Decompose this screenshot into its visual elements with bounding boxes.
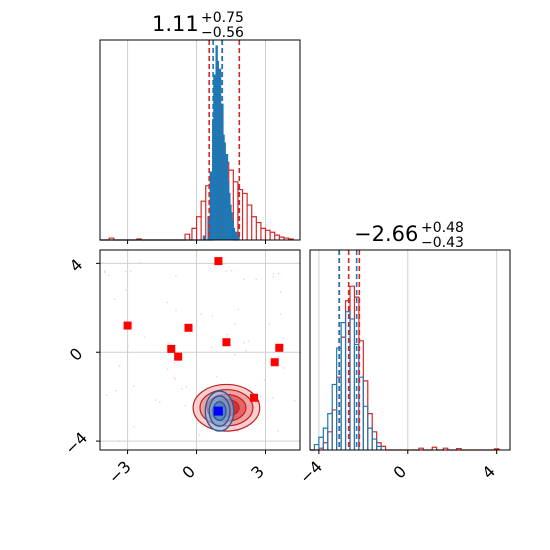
joint-y-tick-label: 0 xyxy=(66,344,87,365)
joint-sample-point xyxy=(167,342,169,344)
joint-red-marker xyxy=(167,344,176,353)
joint-sample-point xyxy=(154,399,157,401)
joint-sample-point xyxy=(173,376,176,379)
joint-sample-point xyxy=(225,270,227,272)
joint-red-marker xyxy=(250,393,259,402)
marginal-x-histogram-series-0 xyxy=(100,150,294,241)
joint-sample-point xyxy=(124,270,127,273)
marginal-y-tick-label: −4 xyxy=(296,457,326,487)
joint-sample-point xyxy=(166,368,169,370)
joint-sample-point xyxy=(158,401,161,404)
marginal-x-title-minus: −0.56 xyxy=(201,25,244,41)
joint-sample-point xyxy=(226,333,229,336)
joint-red-marker xyxy=(214,257,223,266)
joint-sample-point xyxy=(114,389,117,392)
marginal-x-histogram-series-1 xyxy=(100,45,240,241)
joint-sample-point xyxy=(234,354,236,356)
joint-sample-point xyxy=(242,342,245,344)
joint-sample-point xyxy=(103,270,106,273)
joint-sample-point xyxy=(293,399,296,402)
joint-sample-point xyxy=(173,362,175,364)
joint-sample-point xyxy=(166,301,169,304)
joint-sample-point xyxy=(277,272,280,275)
joint-sample-point xyxy=(276,355,279,358)
joint-sample-point xyxy=(279,291,282,293)
joint-sample-point xyxy=(245,350,247,352)
marginal-y-panel: −4 0 4 xyxy=(296,249,511,487)
joint-y-tick-label: −4 xyxy=(61,428,91,458)
joint-sample-point xyxy=(132,385,135,388)
joint-sample-point xyxy=(211,315,214,317)
marginal-y-title-minus: −0.43 xyxy=(421,235,464,251)
joint-sample-point xyxy=(198,434,201,436)
joint-sample-point xyxy=(105,394,108,397)
joint-x-tick-label: 3 xyxy=(247,462,268,483)
joint-sample-point xyxy=(139,261,142,264)
joint-sample-point xyxy=(175,309,177,312)
joint-sample-point xyxy=(283,367,285,369)
joint-sample-point xyxy=(277,430,279,432)
joint-panel: −3 0 3 4 0 −4 xyxy=(61,249,301,487)
joint-sample-point xyxy=(279,313,282,315)
marginal-x-frame xyxy=(99,39,301,241)
joint-frame xyxy=(99,249,301,451)
joint-sample-point xyxy=(118,440,120,442)
joint-sample-point xyxy=(174,378,177,381)
joint-sample-point xyxy=(181,388,183,390)
joint-sample-point xyxy=(126,350,128,352)
joint-sample-point xyxy=(210,346,213,349)
joint-sample-point xyxy=(107,274,110,276)
joint-y-tick-label: 4 xyxy=(66,255,87,276)
joint-sample-point xyxy=(230,269,233,272)
joint-sample-point xyxy=(234,323,237,325)
marginal-y-histogram-series-1 xyxy=(310,311,382,451)
joint-sample-point xyxy=(113,298,116,300)
joint-sample-point xyxy=(237,308,240,311)
joint-sample-point xyxy=(200,313,202,315)
joint-sample-point xyxy=(118,365,121,367)
joint-sample-point xyxy=(184,404,186,407)
joint-red-marker xyxy=(174,352,183,361)
marginal-y-frame xyxy=(309,249,511,451)
joint-sample-point xyxy=(272,276,275,278)
joint-sample-point xyxy=(236,430,239,432)
joint-sample-point xyxy=(255,278,258,281)
joint-sample-point xyxy=(104,271,106,274)
joint-sample-point xyxy=(175,275,177,277)
joint-red-marker xyxy=(184,323,193,332)
marginal-y-tick-label: 4 xyxy=(478,462,499,483)
joint-sample-point xyxy=(263,379,266,381)
joint-red-marker xyxy=(222,338,231,347)
joint-sample-point xyxy=(185,385,188,388)
marginal-y-tick-label: 0 xyxy=(390,462,411,483)
joint-sample-point xyxy=(143,336,146,338)
joint-x-tick-label: −3 xyxy=(105,457,135,487)
marginal-x-panel xyxy=(99,39,301,244)
joint-sample-point xyxy=(215,375,218,378)
joint-sample-point xyxy=(247,340,250,342)
joint-sample-point xyxy=(133,425,135,428)
joint-sample-point xyxy=(259,395,262,398)
joint-red-marker xyxy=(270,358,279,367)
joint-sample-point xyxy=(282,337,285,340)
joint-sample-point xyxy=(127,345,129,348)
joint-sample-point xyxy=(272,396,274,399)
marginal-y-title-plus: +0.48 xyxy=(421,220,464,236)
joint-x-tick-label: 0 xyxy=(178,462,199,483)
joint-blue-marker xyxy=(213,406,223,416)
joint-red-marker xyxy=(275,343,284,352)
marginal-x-title-value: 1.11 xyxy=(152,12,199,36)
joint-sample-point xyxy=(124,289,127,291)
marginal-x-title-plus: +0.75 xyxy=(201,10,244,26)
joint-red-marker xyxy=(123,321,132,330)
joint-sample-point xyxy=(268,323,271,325)
marginal-y-title-value: −2.66 xyxy=(354,222,418,246)
joint-sample-point xyxy=(130,270,132,272)
joint-sample-point xyxy=(242,278,245,280)
joint-sample-point xyxy=(272,272,275,275)
